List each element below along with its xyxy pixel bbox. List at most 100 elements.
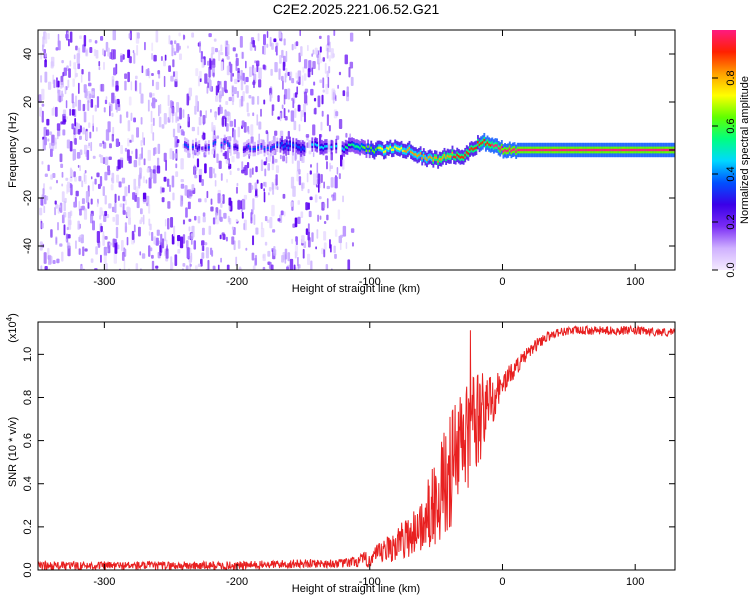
spectrogram-noise-cell [104, 235, 108, 240]
spectrogram-noise-cell [112, 30, 117, 41]
spectrogram-ridge-core [540, 148, 543, 152]
spectrogram-ridge-core [650, 148, 653, 152]
spectrogram-ridge-core [341, 147, 344, 150]
spectrogram-noise-cell [61, 191, 65, 203]
spectrogram-noise-cell [307, 223, 310, 235]
spectrogram-noise-cell [275, 42, 279, 47]
spectrogram-ridge-core [636, 148, 639, 152]
spectrogram-noise-cell [241, 198, 246, 210]
spectrogram-ridge-core [406, 148, 409, 152]
spectrogram-noise-cell [287, 252, 291, 262]
spectrogram-noise-cell [195, 68, 199, 77]
spectrogram-noise-cell [205, 247, 209, 259]
spectrogram-noise-cell [155, 81, 160, 90]
spectrogram-noise-cell [107, 169, 111, 176]
spectrogram-noise-cell [174, 40, 177, 45]
spectrogram-ridge-core [260, 145, 263, 148]
spectrogram-noise-cell [148, 245, 151, 257]
spectrogram-noise-cell [167, 218, 170, 230]
snr-y-tick-label: 0.6 [22, 433, 34, 448]
spectrogram-noise-cell [279, 154, 282, 160]
spectrogram-noise-cell [318, 183, 320, 193]
spectrogram-noise-cell [96, 172, 100, 178]
spectrogram-noise-cell [188, 218, 192, 222]
spectrogram-noise-cell [75, 190, 79, 197]
spectrogram-noise-cell [322, 57, 325, 62]
spectrogram-ridge-core [586, 148, 589, 152]
spectrogram-ridge-core [324, 145, 327, 148]
spectrogram-ridge-core [191, 145, 194, 149]
spectrogram-ridge-core [661, 148, 664, 152]
spectrogram-ridge-core [476, 141, 479, 144]
spectrogram-noise-cell [42, 188, 45, 199]
spectrogram-ridge-core [426, 158, 428, 162]
spectrogram-noise-cell [136, 127, 140, 138]
spectrogram-ridge-core [281, 142, 284, 145]
spectrogram-noise-cell [300, 46, 303, 57]
spectrogram-noise-cell [202, 115, 206, 124]
spectrogram-noise-cell [57, 89, 61, 102]
spectrogram-noise-cell [282, 61, 286, 71]
spectrogram-ridge-core [411, 151, 414, 155]
spectrogram-noise-cell [139, 208, 143, 215]
spectrogram-noise-cell [175, 163, 178, 169]
spectrogram-noise-cell [289, 71, 293, 81]
spectrogram-noise-cell [185, 265, 189, 270]
spectrogram-ridge-core [480, 142, 483, 145]
spectrogram-ridge-core [387, 147, 390, 150]
spectrogram-ridge-core [529, 148, 532, 152]
figure-title: C2E2.2025.221.06.52.G21 [273, 1, 440, 17]
spectrogram-y-label: Frequency (Hz) [7, 112, 19, 188]
snr-scale-suffix: ) [7, 313, 19, 317]
spectrogram-ridge-core [582, 148, 584, 152]
spectrogram-noise-cell [172, 71, 176, 77]
spectrogram-noise-cell [220, 44, 223, 52]
spectrogram-x-tick-label: -200 [226, 276, 248, 288]
spectrogram-noise-cell [214, 47, 218, 53]
spectrogram-noise-cell [274, 62, 278, 73]
spectrogram-noise-cell [159, 186, 162, 194]
spectrogram-noise-cell [148, 204, 151, 214]
spectrogram-noise-cell [111, 206, 115, 213]
spectrogram-ridge-core [653, 148, 656, 152]
spectrogram-noise-cell [107, 47, 110, 57]
spectrogram-ridge-core [398, 148, 401, 151]
spectrogram-noise-cell [44, 58, 47, 63]
spectrogram-noise-cell [248, 182, 252, 194]
spectrogram-noise-cell [157, 251, 161, 259]
spectrogram-noise-cell [347, 259, 351, 270]
spectrogram-noise-cell [277, 116, 281, 120]
spectrogram-noise-cell [349, 61, 354, 69]
spectrogram-noise-cell [60, 81, 64, 88]
spectrogram-noise-cell [316, 162, 319, 174]
spectrogram-noise-cell [199, 77, 202, 83]
spectrogram-noise-cell [204, 198, 207, 203]
snr-scale-label: (x104) [5, 313, 19, 343]
spectrogram-noise-cell [274, 158, 278, 163]
spectrogram-noise-cell [169, 100, 173, 109]
spectrogram-noise-cell [226, 178, 228, 183]
spectrogram-noise-cell [180, 179, 184, 183]
spectrogram-noise-cell [150, 110, 153, 123]
spectrogram-ridge-core [478, 143, 481, 147]
spectrogram-noise-cell [173, 51, 177, 56]
spectrogram-noise-cell [59, 153, 63, 163]
spectrogram-ridge-core [207, 146, 210, 149]
spectrogram-noise-cell [66, 181, 71, 193]
spectrogram-noise-cell [54, 206, 57, 216]
spectrogram-noise-cell [211, 250, 214, 257]
spectrogram-ridge-core [434, 156, 436, 159]
spectrogram-noise-cell [319, 215, 322, 220]
spectrogram-noise-cell [294, 244, 298, 257]
spectrogram-noise-cell [282, 80, 284, 90]
spectrogram-noise-cell [338, 119, 343, 130]
spectrogram-ridge-core [585, 148, 588, 152]
spectrogram-noise-cell [140, 93, 144, 104]
spectrogram-noise-cell [205, 110, 207, 119]
spectrogram-ridge-core [263, 147, 266, 151]
spectrogram-ridge-core [491, 143, 494, 146]
spectrogram-noise-cell [163, 176, 167, 182]
spectrogram-ridge-core [185, 144, 188, 147]
spectrogram-noise-cell [218, 81, 221, 90]
spectrogram-noise-cell [326, 114, 329, 126]
